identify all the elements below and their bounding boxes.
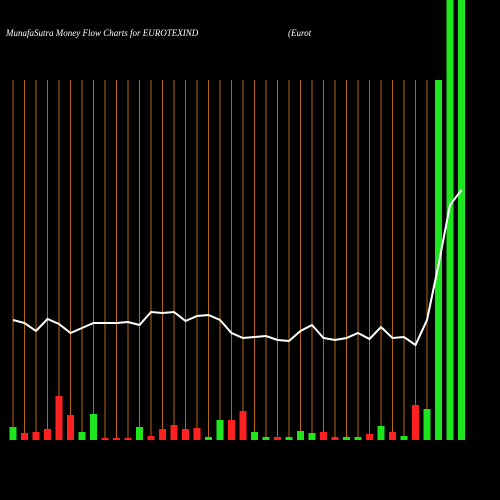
bar xyxy=(32,432,40,440)
bar xyxy=(251,432,258,440)
bar xyxy=(239,411,247,440)
bar xyxy=(67,415,74,440)
bar xyxy=(147,436,155,440)
chart-subtitle: (Eurot xyxy=(288,28,312,38)
bar xyxy=(446,0,454,440)
bar xyxy=(216,420,224,440)
bar xyxy=(124,438,132,440)
bar xyxy=(331,437,339,440)
bar xyxy=(182,429,189,440)
bar xyxy=(377,426,385,440)
bar xyxy=(44,429,51,440)
bar xyxy=(136,427,143,440)
bar xyxy=(343,437,350,440)
bar xyxy=(113,438,120,440)
bar xyxy=(9,427,17,440)
bar xyxy=(159,429,166,440)
bar xyxy=(297,431,304,440)
bar xyxy=(458,0,465,440)
bar xyxy=(400,436,408,440)
bar xyxy=(90,414,97,440)
bar xyxy=(389,432,396,440)
bar xyxy=(21,433,28,440)
bar xyxy=(285,437,293,440)
bar xyxy=(78,432,86,440)
bar xyxy=(228,420,235,440)
bar xyxy=(193,428,201,440)
bar xyxy=(320,432,327,440)
bar xyxy=(262,437,270,440)
bar xyxy=(170,425,178,440)
bar xyxy=(308,433,316,440)
bar xyxy=(412,405,419,440)
bar xyxy=(366,434,373,440)
bar xyxy=(101,438,109,440)
bar xyxy=(274,437,281,440)
bar xyxy=(205,437,212,440)
bar xyxy=(55,396,63,440)
money-flow-line xyxy=(12,189,463,347)
bar xyxy=(423,409,431,440)
chart-title: MunafaSutra Money Flow Charts for EUROTE… xyxy=(5,28,199,38)
bar xyxy=(354,437,362,440)
